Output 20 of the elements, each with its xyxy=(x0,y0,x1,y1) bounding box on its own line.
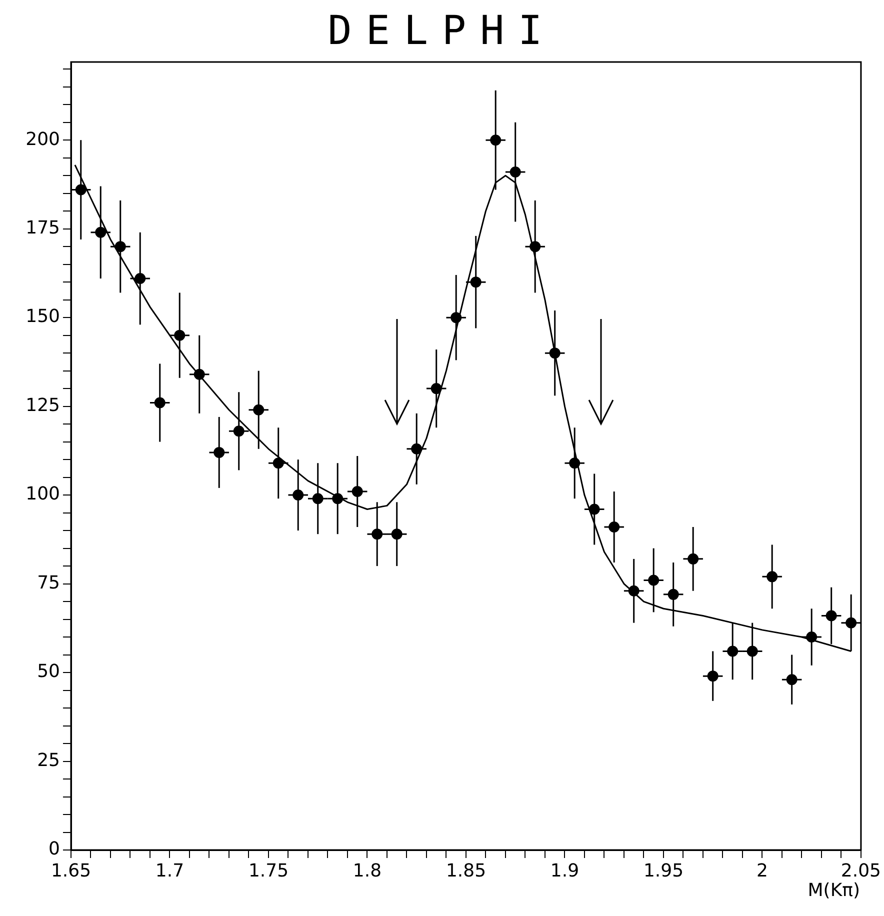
x-tick-label: 1.65 xyxy=(50,860,92,882)
y-tick-label: 125 xyxy=(26,394,60,416)
y-tick-label: 175 xyxy=(26,218,60,238)
x-axis-title: M(Kπ) xyxy=(808,880,860,901)
y-tick-label: 150 xyxy=(26,306,60,328)
x-tick-label: 1.75 xyxy=(248,860,289,882)
y-tick-label: 100 xyxy=(26,484,60,505)
y-tick-label: 75 xyxy=(37,572,60,594)
chart-title: DELPHI xyxy=(326,8,558,54)
x-tick-label: 1.8 xyxy=(352,860,382,882)
y-tick-label: 200 xyxy=(26,128,60,150)
y-tick-label: 50 xyxy=(37,661,60,682)
y-tick-label: 0 xyxy=(48,838,60,860)
x-tick-label: 1.85 xyxy=(446,860,486,882)
x-tick-label: 1.9 xyxy=(550,860,580,882)
x-tick-label: 2 xyxy=(756,860,768,882)
x-tick-label: 1.7 xyxy=(155,860,184,882)
y-tick-label: 25 xyxy=(37,750,60,771)
x-tick-label: 1.95 xyxy=(643,860,684,882)
x-tick-label: 2.05 xyxy=(840,860,881,882)
